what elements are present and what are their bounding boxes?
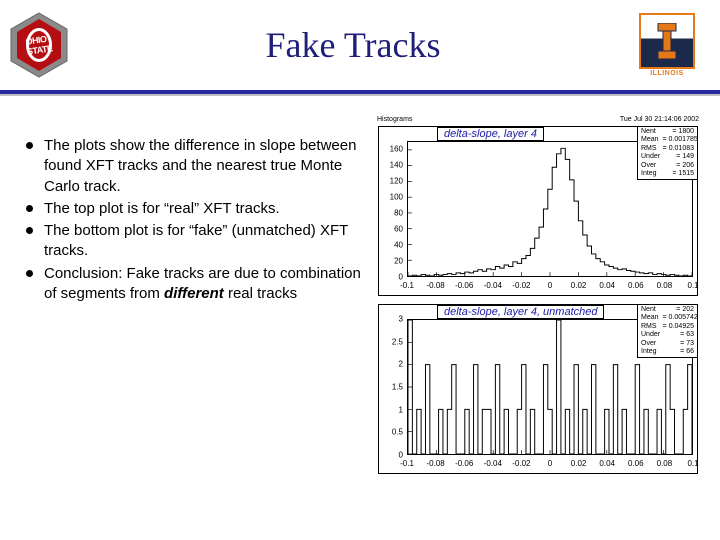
ohio-state-logo: OHIOSTATE (0, 6, 78, 84)
plots-column: Histograms Tue Jul 30 21:14:06 2002 delt… (378, 126, 698, 482)
bottom-plot: delta-slope, layer 4, unmatched Nent= 20… (378, 304, 698, 474)
top-plot-xlabels: -0.1-0.08-0.06-0.04-0.0200.020.040.060.0… (407, 279, 693, 295)
illinois-logo: ILLINOIS (628, 6, 706, 84)
bullet-item: The top plot is for “real” XFT tracks. (26, 199, 368, 219)
bottom-plot-title: delta-slope, layer 4, unmatched (437, 305, 604, 319)
bullet-list: The plots show the difference in slope b… (26, 126, 378, 482)
bottom-plot-ylabels: 00.511.522.53 (379, 319, 405, 455)
bottom-plot-xlabels: -0.1-0.08-0.06-0.04-0.0200.020.040.060.0… (407, 457, 693, 473)
top-plot-ylabels: 020406080100120140160 (379, 141, 405, 277)
slide-title: Fake Tracks (78, 24, 628, 66)
top-plot-title: delta-slope, layer 4 (437, 127, 544, 141)
top-plot: Histograms Tue Jul 30 21:14:06 2002 delt… (378, 126, 698, 296)
bullet-item: Conclusion: Fake tracks are due to combi… (26, 264, 368, 305)
header: OHIOSTATE Fake Tracks ILLINOIS (0, 0, 720, 84)
content-area: The plots show the difference in slope b… (0, 96, 720, 482)
bullet-item: The bottom plot is for “fake” (unmatched… (26, 221, 368, 262)
plot-head-left: Histograms (377, 116, 412, 123)
bullet-item: The plots show the difference in slope b… (26, 136, 368, 197)
illinois-label: ILLINOIS (650, 70, 684, 77)
top-plot-stats: Nent= 1800Mean= 0.001785RMS= 0.01083Unde… (637, 127, 697, 180)
plot-head-right: Tue Jul 30 21:14:06 2002 (620, 116, 699, 123)
bottom-plot-stats: Nent= 202Mean= 0.005742RMS= 0.04925Under… (637, 305, 697, 358)
